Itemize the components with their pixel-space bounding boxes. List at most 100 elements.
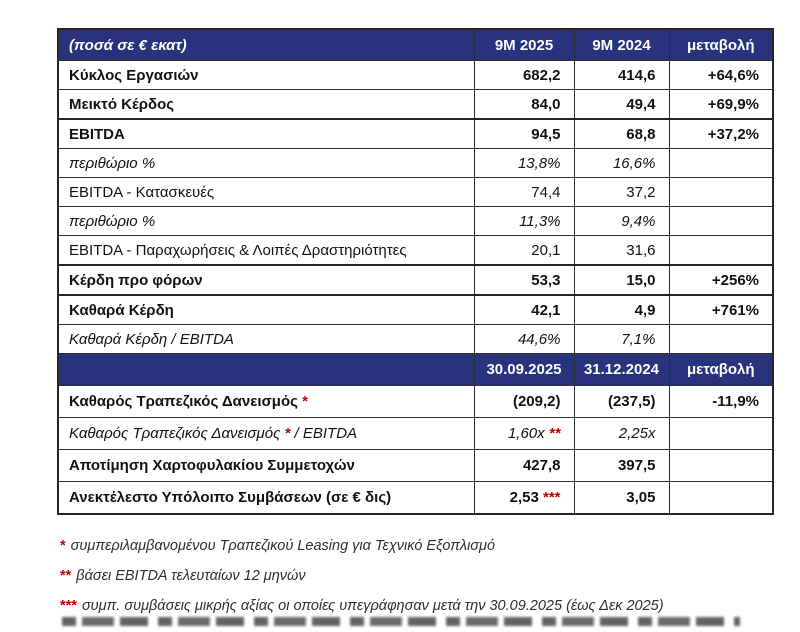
table-row: EBITDA - Κατασκευές 74,4 37,2 — [57, 177, 774, 207]
row-label-cell: Κέρδη προ φόρων — [57, 264, 475, 296]
cell-text: Κύκλος Εργασιών — [69, 66, 199, 84]
cell-text: EBITDA - Κατασκευές — [69, 183, 215, 201]
value-cell: 1,60x ** — [473, 417, 575, 450]
cell-text: 42,1 — [531, 301, 561, 319]
cell-text: +64,6% — [707, 66, 759, 84]
value-cell — [668, 481, 774, 515]
footnotes: * συμπεριλαμβανομένου Τραπεζικού Leasing … — [60, 537, 760, 627]
column-header: μεταβολή — [668, 353, 774, 386]
cell-text: 31,6 — [626, 241, 656, 259]
footnote-text: συμπ. συμβάσεις μικρής αξίας οι οποίες υ… — [81, 598, 664, 614]
value-cell: 414,6 — [573, 60, 670, 90]
cell-text: +256% — [711, 271, 759, 289]
footnote-marker: * — [302, 393, 308, 410]
cell-text: 1,60x — [507, 425, 549, 442]
cell-text: 49,4 — [626, 95, 656, 113]
value-cell: 7,1% — [573, 324, 670, 354]
value-cell: 74,4 — [473, 177, 575, 207]
cell-text: (209,2) — [512, 393, 561, 410]
cell-text: 2,53 — [509, 489, 543, 506]
value-cell — [668, 177, 774, 207]
cell-text: 20,1 — [531, 241, 561, 259]
cell-text: +37,2% — [707, 125, 759, 143]
cell-text: Καθαρός Τραπεζικός Δανεισμός — [69, 393, 303, 410]
table-row: Κύκλος Εργασιών 682,2 414,6 +64,6% — [57, 60, 774, 90]
row-label-cell: Κύκλος Εργασιών — [57, 60, 475, 90]
cell-text: 7,1% — [621, 330, 656, 348]
cell-text: Κέρδη προ φόρων — [69, 271, 203, 289]
cell-text: 53,3 — [531, 271, 561, 289]
row-label-cell: Καθαρά Κέρδη — [57, 294, 475, 325]
column-header: 9M 2025 — [473, 28, 575, 61]
table-row: EBITDA 94,5 68,8 +37,2% — [57, 118, 774, 149]
cell-text: 16,6% — [612, 154, 656, 172]
value-cell — [668, 235, 774, 266]
column-header: 31.12.2024 — [573, 353, 670, 386]
table-row: Ανεκτέλεστο Υπόλοιπο Συμβάσεων (σε € δις… — [57, 481, 774, 515]
cell-text: 682,2 — [522, 66, 561, 84]
cell-text: 15,0 — [626, 271, 656, 289]
cell-text: (237,5) — [607, 393, 656, 410]
header-row: (ποσά σε € εκατ) 9M 2025 9M 2024 μεταβολή — [57, 28, 774, 61]
value-cell: 2,53 *** — [473, 481, 575, 515]
row-label-cell: Καθαρός Τραπεζικός Δανεισμός * — [57, 385, 475, 418]
value-cell: 84,0 — [473, 89, 575, 120]
value-cell: 3,05 — [573, 481, 670, 515]
cell-text: 4,9 — [634, 301, 656, 319]
value-cell: 9,4% — [573, 206, 670, 236]
cell-text: 74,4 — [531, 183, 561, 201]
value-cell: +64,6% — [668, 60, 774, 90]
row-label-cell: EBITDA — [57, 118, 475, 149]
value-cell: 49,4 — [573, 89, 670, 120]
value-cell: +37,2% — [668, 118, 774, 149]
cell-text: 44,6% — [517, 330, 561, 348]
cell-text: 414,6 — [617, 66, 656, 84]
header-row: 30.09.2025 31.12.2024 μεταβολή — [57, 353, 774, 386]
footnote-2: ** βάσει EBITDA τελευταίων 12 μηνών — [60, 567, 760, 586]
financial-results-table: (ποσά σε € εκατ) 9M 2025 9M 2024 μεταβολή Κύ… — [57, 28, 774, 515]
cell-text: 37,2 — [626, 183, 656, 201]
value-cell: +69,9% — [668, 89, 774, 120]
value-cell: 44,6% — [473, 324, 575, 354]
row-label-cell: Καθαρά Κέρδη / EBITDA — [57, 324, 475, 354]
header-label-cell: (ποσά σε € εκατ) — [57, 28, 475, 61]
cell-text: περιθώριο % — [69, 154, 156, 172]
value-cell: 427,8 — [473, 449, 575, 482]
value-cell: (209,2) — [473, 385, 575, 418]
cell-text: Καθαρά Κέρδη / EBITDA — [69, 330, 234, 348]
cell-text: -11,9% — [712, 393, 759, 410]
footnote-text: συμπεριλαμβανομένου Τραπεζικού Leasing γ… — [70, 538, 496, 554]
row-label-cell: EBITDA - Κατασκευές — [57, 177, 475, 207]
cell-text: 94,5 — [531, 125, 561, 143]
table-row: περιθώριο % 13,8% 16,6% — [57, 148, 774, 178]
value-cell: 682,2 — [473, 60, 575, 90]
value-cell: -11,9% — [668, 385, 774, 418]
table-row: Καθαρά Κέρδη / EBITDA 44,6% 7,1% — [57, 324, 774, 354]
value-cell: 4,9 — [573, 294, 670, 325]
cell-text: EBITDA - Παραχωρήσεις & Λοιπές Δραστηριό… — [69, 241, 407, 259]
value-cell: 13,8% — [473, 148, 575, 178]
cell-text: 427,8 — [522, 457, 561, 474]
value-cell: 16,6% — [573, 148, 670, 178]
column-header: μεταβολή — [668, 28, 774, 61]
cell-text: +761% — [711, 301, 759, 319]
value-cell: 68,8 — [573, 118, 670, 149]
row-label-cell: Μεικτό Κέρδος — [57, 89, 475, 120]
asterisk-marker: ** — [60, 568, 72, 584]
cell-text: EBITDA — [69, 125, 125, 143]
table-row: EBITDA - Παραχωρήσεις & Λοιπές Δραστηριό… — [57, 235, 774, 266]
footnote-marker: ** — [548, 425, 561, 442]
cell-text: 3,05 — [626, 489, 656, 506]
clipped-text-remnant — [62, 617, 740, 626]
cell-text: +69,9% — [707, 95, 759, 113]
value-cell: 20,1 — [473, 235, 575, 266]
table-row: Καθαρά Κέρδη 42,1 4,9 +761% — [57, 294, 774, 325]
footnote-3: *** συμπ. συμβάσεις μικρής αξίας οι οποίε… — [60, 597, 760, 616]
value-cell: 397,5 — [573, 449, 670, 482]
column-header: 30.09.2025 — [473, 353, 575, 386]
row-label-cell: περιθώριο % — [57, 206, 475, 236]
footnote-1: * συμπεριλαμβανομένου Τραπεζικού Leasing … — [60, 537, 760, 556]
value-cell — [668, 417, 774, 450]
cell-text: Ανεκτέλεστο Υπόλοιπο Συμβάσεων (σε € δις… — [69, 489, 392, 506]
cell-text: Καθαρός Τραπεζικός Δανεισμός — [69, 425, 285, 442]
